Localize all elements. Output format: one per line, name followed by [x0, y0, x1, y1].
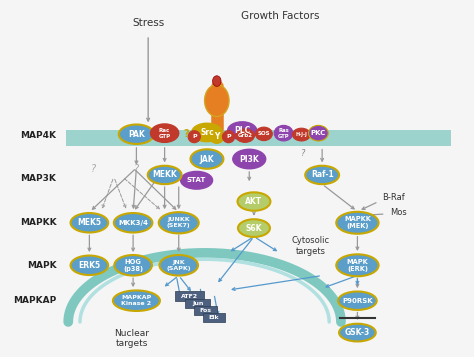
FancyBboxPatch shape	[66, 130, 451, 146]
Text: P: P	[192, 134, 197, 139]
Text: Rac
GTP: Rac GTP	[159, 128, 171, 139]
Text: Stress: Stress	[132, 17, 164, 27]
Ellipse shape	[237, 192, 271, 211]
Text: PAK: PAK	[128, 130, 145, 139]
FancyBboxPatch shape	[194, 306, 217, 315]
Ellipse shape	[210, 130, 224, 144]
Ellipse shape	[238, 219, 270, 237]
Text: P: P	[226, 134, 231, 139]
Ellipse shape	[255, 127, 272, 141]
Text: ?: ?	[91, 164, 96, 174]
Text: SOS: SOS	[257, 131, 270, 136]
Text: ?: ?	[183, 129, 189, 139]
Ellipse shape	[71, 256, 108, 275]
Ellipse shape	[159, 255, 198, 276]
Ellipse shape	[233, 149, 266, 169]
Text: JNK
(SAPK): JNK (SAPK)	[166, 260, 191, 271]
Ellipse shape	[339, 324, 376, 341]
Text: ?: ?	[134, 164, 139, 174]
Ellipse shape	[148, 166, 182, 184]
Text: Nuclear
targets: Nuclear targets	[114, 329, 149, 348]
Ellipse shape	[222, 131, 235, 143]
Text: MKK3/4: MKK3/4	[118, 220, 148, 226]
Ellipse shape	[309, 125, 328, 141]
Ellipse shape	[336, 212, 379, 234]
Ellipse shape	[114, 213, 153, 232]
Text: B-Raf: B-Raf	[383, 193, 405, 202]
Ellipse shape	[336, 254, 379, 276]
Ellipse shape	[151, 124, 179, 142]
Text: ERK5: ERK5	[78, 261, 100, 270]
Text: Src: Src	[200, 128, 214, 137]
Text: PLC: PLC	[234, 126, 250, 135]
Text: Growth Factors: Growth Factors	[241, 11, 319, 21]
Ellipse shape	[119, 125, 154, 144]
Text: S6K: S6K	[246, 223, 262, 233]
Text: PI3K: PI3K	[239, 155, 259, 164]
Text: Elk: Elk	[209, 315, 219, 320]
Ellipse shape	[181, 171, 212, 189]
Text: JUNKK
(SEK7): JUNKK (SEK7)	[167, 217, 191, 228]
Ellipse shape	[212, 76, 221, 86]
Ellipse shape	[113, 291, 160, 311]
FancyBboxPatch shape	[185, 299, 210, 308]
Text: JAK: JAK	[200, 155, 214, 164]
Ellipse shape	[191, 149, 223, 169]
Text: MAPK: MAPK	[27, 261, 56, 270]
Ellipse shape	[305, 166, 339, 184]
Ellipse shape	[159, 212, 199, 233]
Text: ?: ?	[301, 149, 306, 158]
Text: MAPKK: MAPKK	[20, 218, 56, 227]
FancyBboxPatch shape	[203, 313, 225, 322]
Text: GSK-3: GSK-3	[345, 328, 370, 337]
Text: P90RSK: P90RSK	[342, 298, 373, 304]
Ellipse shape	[228, 122, 257, 140]
Text: MEKK: MEKK	[152, 170, 177, 180]
Ellipse shape	[205, 85, 229, 116]
Text: MAPKK
(MEK): MAPKK (MEK)	[344, 216, 371, 229]
Text: Raf-1: Raf-1	[311, 170, 334, 180]
Ellipse shape	[338, 292, 377, 310]
Ellipse shape	[188, 131, 201, 143]
Ellipse shape	[236, 129, 255, 142]
Text: Ras
GTP: Ras GTP	[278, 128, 290, 139]
Text: MAP3K: MAP3K	[20, 174, 56, 183]
FancyBboxPatch shape	[175, 292, 204, 301]
Ellipse shape	[191, 123, 222, 142]
Text: HOG
(p38): HOG (p38)	[123, 259, 143, 272]
Text: MAP4K: MAP4K	[20, 131, 56, 141]
Text: Fos: Fos	[200, 308, 211, 313]
Text: H-J-J: H-J-J	[295, 132, 308, 137]
Text: Grb2: Grb2	[237, 133, 253, 138]
Text: Mos: Mos	[390, 208, 407, 217]
Text: MAPKAP: MAPKAP	[13, 296, 56, 305]
Text: ATF2: ATF2	[181, 293, 198, 298]
Text: Y: Y	[214, 132, 219, 141]
Text: Jun: Jun	[192, 301, 203, 306]
Text: MEK5: MEK5	[77, 218, 101, 227]
Text: STAT: STAT	[187, 177, 206, 183]
Text: MAPKAP
Kinase 2: MAPKAP Kinase 2	[121, 295, 152, 306]
Ellipse shape	[292, 128, 310, 141]
Text: AKT: AKT	[246, 197, 263, 206]
Text: PKC: PKC	[311, 130, 326, 136]
Ellipse shape	[274, 125, 293, 141]
Text: MAPK
(ERK): MAPK (ERK)	[346, 259, 368, 272]
Text: Cytosolic
targets: Cytosolic targets	[292, 236, 330, 256]
Ellipse shape	[71, 213, 108, 232]
Ellipse shape	[114, 255, 152, 276]
